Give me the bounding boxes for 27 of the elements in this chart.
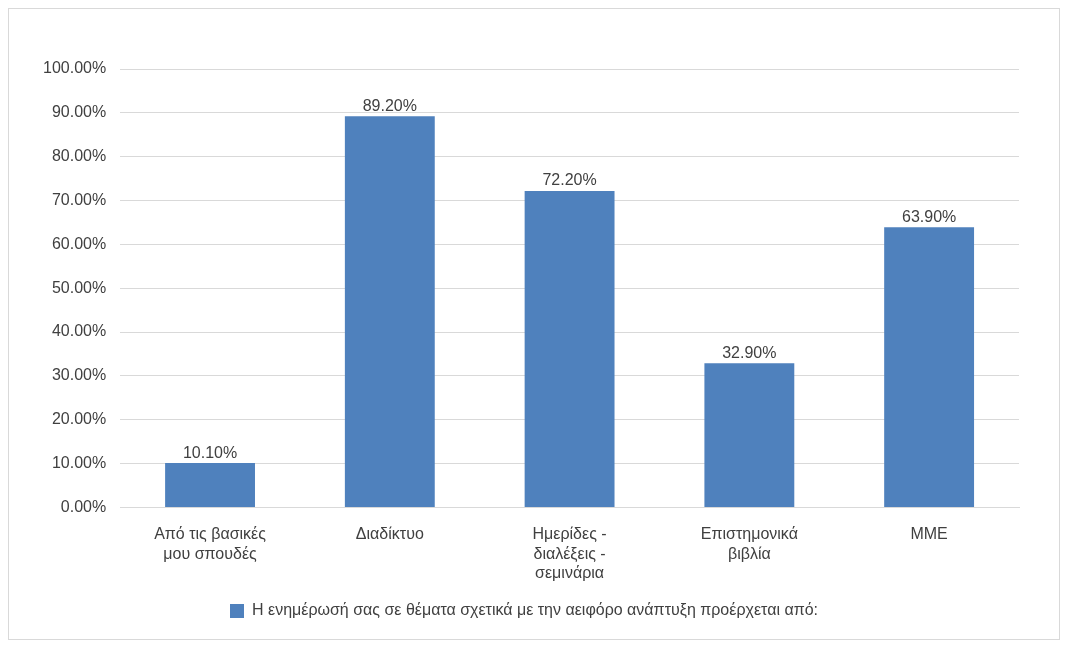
y-tick-label: 40.00% bbox=[51, 322, 107, 340]
bar bbox=[165, 463, 255, 507]
y-tick-label: 80.00% bbox=[51, 147, 107, 165]
data-label: 72.20% bbox=[542, 171, 597, 189]
bar bbox=[344, 116, 435, 507]
y-tick-label: 30.00% bbox=[51, 366, 107, 384]
y-tick-label: 60.00% bbox=[51, 234, 107, 252]
y-tick-label: 20.00% bbox=[51, 410, 107, 428]
y-tick-label: 90.00% bbox=[51, 103, 107, 121]
bar bbox=[524, 190, 615, 507]
data-label: 89.20% bbox=[362, 96, 417, 114]
bar bbox=[704, 363, 795, 507]
y-tick-label: 50.00% bbox=[51, 278, 107, 296]
bar bbox=[884, 227, 975, 507]
y-tick-label: 10.00% bbox=[51, 453, 107, 471]
y-tick-label: 100.00% bbox=[42, 59, 107, 77]
x-tick-label: ΜΜΕ bbox=[910, 525, 948, 543]
y-tick-label: 0.00% bbox=[60, 497, 107, 515]
x-tick-label: Από τις βασικές μου σπουδές bbox=[154, 525, 267, 562]
x-tick-label: Επιστημονικά βιβλία bbox=[700, 525, 798, 562]
data-label: 10.10% bbox=[182, 443, 238, 461]
x-tick-label: Διαδίκτυο bbox=[355, 525, 424, 543]
y-tick-label: 70.00% bbox=[51, 190, 107, 208]
data-label: 63.90% bbox=[901, 207, 957, 225]
x-tick-label: Ημερίδες - διαλέξεις - σεμινάρια bbox=[532, 525, 607, 581]
data-label: 32.90% bbox=[722, 343, 777, 361]
legend-label: Η ενημέρωσή σας σε θέματα σχετικά με την αειφόρο ανάπτυξη προέρχεται από: bbox=[251, 601, 819, 620]
